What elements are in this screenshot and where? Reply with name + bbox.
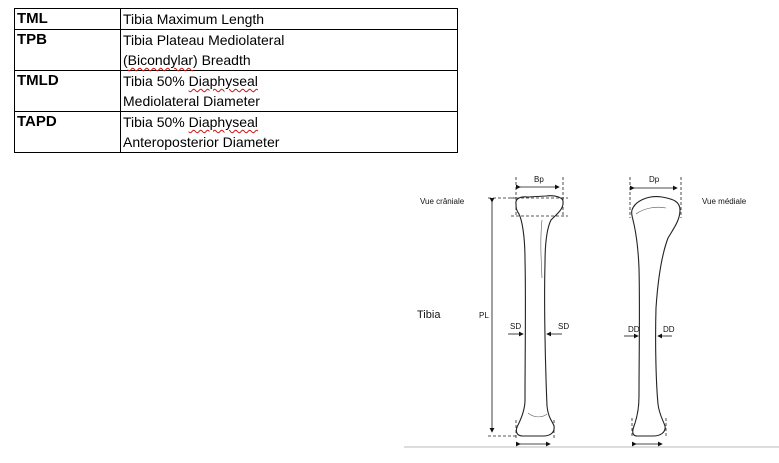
spellcheck-flagged-word: Diaphyseal	[188, 114, 258, 130]
tibia-cranial-detail	[527, 412, 548, 418]
abbreviation-description: Tibia 50% Diaphyseal Mediolateral Diamet…	[120, 70, 458, 112]
tibia-cranial-detail	[540, 219, 543, 279]
table-row: TML Tibia Maximum Length	[14, 8, 458, 30]
description-text: ) Breadth	[193, 52, 251, 68]
table-row: TAPD Tibia 50% Diaphyseal Anteroposterio…	[14, 111, 458, 153]
spellcheck-flagged-word: Bicondylar	[127, 52, 194, 68]
tibia-medial-outline	[631, 196, 681, 437]
spellcheck-flagged-word: Diaphyseal	[188, 73, 258, 89]
table-row: TMLD Tibia 50% Diaphyseal Mediolateral D…	[14, 70, 458, 112]
table-row: TPB Tibia Plateau Mediolateral (Bicondyl…	[14, 29, 458, 71]
description-text: Tibia Plateau Mediolateral	[123, 32, 285, 48]
description-text: (	[123, 52, 128, 68]
pl-label: PL	[479, 311, 489, 320]
bp-label: Bp	[534, 175, 544, 184]
description-line: Tibia 50% Diaphyseal	[123, 71, 457, 91]
description-line: Mediolateral Diameter	[123, 91, 457, 111]
abbreviation-code: TAPD	[14, 111, 121, 153]
dd-right-label: DD	[663, 325, 675, 334]
description-line: Tibia Plateau Mediolateral	[123, 30, 457, 50]
abbreviation-description: Tibia Maximum Length	[120, 8, 458, 30]
description-text: Tibia Maximum Length	[123, 11, 265, 27]
abbreviation-code: TML	[14, 8, 121, 30]
abbreviation-description: Tibia Plateau Mediolateral (Bicondylar) …	[120, 29, 458, 71]
description-line: Tibia Maximum Length	[123, 9, 457, 29]
description-line: (Bicondylar) Breadth	[123, 50, 457, 70]
tibia-cranial-outline	[515, 195, 564, 437]
tibia-medial-detail	[635, 206, 667, 215]
description-text: Anteroposterior Diameter	[123, 134, 280, 150]
tibia-drawing	[404, 177, 779, 448]
cranial-view-label: Vue crâniale	[420, 197, 465, 206]
medial-view-label: Vue médiale	[702, 197, 747, 206]
description-text: Tibia 50%	[123, 73, 189, 89]
abbreviation-code: TPB	[14, 29, 121, 71]
description-text: Mediolateral Diameter	[123, 93, 260, 109]
description-line: Tibia 50% Diaphyseal	[123, 112, 457, 132]
dd-left-label: DD	[628, 325, 640, 334]
abbreviation-code: TMLD	[14, 70, 121, 112]
description-line: Anteroposterior Diameter	[123, 132, 457, 152]
dp-label: Dp	[649, 175, 660, 184]
sd-right-label: SD	[558, 322, 570, 331]
sd-left-label: SD	[510, 322, 522, 331]
description-text: Tibia 50%	[123, 114, 189, 130]
abbreviation-description: Tibia 50% Diaphyseal Anteroposterior Dia…	[120, 111, 458, 153]
tibia-label: Tibia	[417, 309, 441, 321]
abbreviation-table: TML Tibia Maximum Length TPB Tibia Plate…	[14, 8, 458, 153]
tibia-measurement-figure: Vue crâniale Vue médiale Bp Dp Tibia PL …	[404, 168, 779, 463]
